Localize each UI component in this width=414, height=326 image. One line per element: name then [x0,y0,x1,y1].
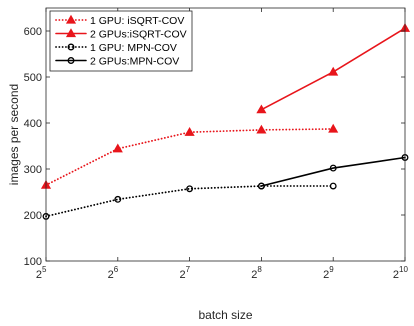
legend-marker [65,14,77,24]
x-tick-exponent: 7 [186,265,191,274]
legend-marker [65,28,77,38]
series-line [260,156,406,187]
legend-label: 2 GPUs:iSQRT-COV [90,28,187,40]
data-point [186,185,194,193]
y-tick-label: 500 [24,72,42,84]
data-point [329,164,337,172]
data-point [328,123,339,133]
legend-marker [67,57,75,64]
x-tick-exponent: 9 [329,265,334,274]
data-point [114,195,122,203]
y-axis-ticks: 100 200 300 400 500 600 [24,26,405,268]
legend-label: 1 GPU: iSQRT-COV [90,15,184,27]
legend-label: 2 GPUs:MPN-COV [90,55,179,67]
legend-label: 1 GPU: MPN-COV [90,42,177,54]
y-tick-label: 300 [24,164,42,176]
x-tick-exponent: 5 [42,265,47,274]
x-tick-exponent: 8 [257,265,262,274]
data-point [256,124,267,134]
data-point [329,182,337,190]
plot-frame [45,7,406,262]
x-tick-exponent: 6 [114,265,119,274]
x-tick-base: 2 [36,269,42,281]
x-tick-exponent: 10 [399,265,408,274]
x-tick-label: 2 10 [393,265,409,281]
y-axis-label: images per second [7,84,21,185]
data-point [328,66,339,76]
series-line [45,128,335,187]
legend-entry-4: 2 GPUs:MPN-COV [55,55,179,67]
data-point [256,104,267,114]
y-tick-label: 400 [24,118,42,130]
x-tick-base: 2 [108,269,114,281]
x-axis-label: batch size [198,308,252,322]
x-tick-base: 2 [323,269,329,281]
data-point [257,182,265,190]
legend-entry-1: 1 GPU: iSQRT-COV [55,14,184,27]
y-tick-label: 100 [24,256,42,268]
x-axis-ticks: 2 5 2 6 2 7 2 8 2 9 2 10 [36,8,409,281]
x-tick-base: 2 [179,269,185,281]
y-tick-label: 200 [24,210,42,222]
data-point [184,126,195,136]
legend-marker [67,43,75,51]
legend-entry-2: 2 GPUs:iSQRT-COV [55,28,187,40]
series-line [45,185,335,218]
y-tick-label: 600 [24,26,42,38]
x-tick-base: 2 [251,269,257,281]
x-tick-base: 2 [393,269,399,281]
data-point [112,143,123,153]
legend-entry-3: 1 GPU: MPN-COV [55,42,177,54]
